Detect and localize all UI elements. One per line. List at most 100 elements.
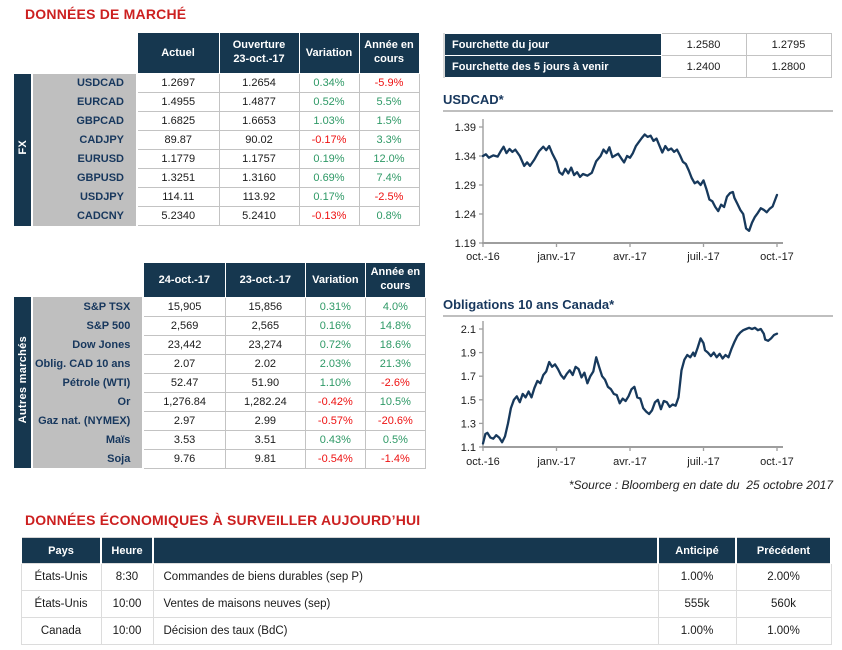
svg-text:juil.-17: juil.-17 [686,251,719,263]
column-header-variation: Variation [304,262,366,298]
column-header-24oct: 24-oct.-17 [142,262,226,298]
section-label-text: FX [16,139,29,155]
value-cell: 15,856 [224,296,306,317]
value-cell: -0.17% [298,130,360,150]
value-cell: 1,276.84 [142,391,226,412]
econ-cell: 10:00 [100,590,154,618]
value-cell: 21.3% [364,353,426,374]
row-label: USDJPY [32,187,138,207]
econ-row: États-Unis 10:00 Ventes de maisons neuves … [20,590,832,618]
table-row: Pétrole (WTI) 52.47 51.90 1.10% -2.6% [14,372,426,393]
econ-cell: 8:30 [100,563,154,591]
value-cell: 23,274 [224,334,306,355]
econ-cell: 10:00 [100,617,154,645]
column-header-variation: Variation [298,32,360,74]
table-row: GBPUSD 1.3251 1.3160 0.69% 7.4% [14,168,420,188]
econ-calendar-table: Pays Heure Anticipé Précédent États-Unis… [20,537,832,645]
table-row: GBPCAD 1.6825 1.6653 1.03% 1.5% [14,111,420,131]
value-cell: 18.6% [364,334,426,355]
spacer-cell [14,262,144,297]
svg-text:avr.-17: avr.-17 [613,456,647,468]
row-label: CADJPY [32,130,138,150]
svg-text:2.1: 2.1 [461,324,476,336]
value-cell: 4.0% [364,296,426,317]
value-cell: 1.3251 [136,168,220,188]
other-markets-table: 24-oct.-17 23-oct.-17 Variation Année en… [14,262,426,469]
value-cell: 2.99 [224,410,306,431]
value-cell: 14.8% [364,315,426,336]
value-cell: 1.4877 [218,92,300,112]
row-label: GBPCAD [32,111,138,131]
svg-text:juil.-17: juil.-17 [686,456,719,468]
value-cell: -2.6% [364,372,426,393]
value-cell: 5.2340 [136,206,220,226]
row-label: CADCNY [32,206,138,226]
row-label: Dow Jones [32,335,145,354]
econ-row: Canada 10:00 Décision des taux (BdC) 1.00% 1… [20,617,832,645]
svg-text:1.19: 1.19 [455,238,476,250]
value-cell: 0.72% [304,334,366,355]
row-label: Gaz nat. (NYMEX) [32,411,145,430]
value-cell: 1.03% [298,111,360,131]
table-row: FX USDCAD 1.2697 1.2654 0.34% -5.9% [14,73,420,226]
table-row: S&P 500 2,569 2,565 0.16% 14.8% [14,315,426,336]
svg-text:janv.-17: janv.-17 [536,251,575,263]
svg-text:janv.-17: janv.-17 [536,456,575,468]
table-row: Dow Jones 23,442 23,274 0.72% 18.6% [14,334,426,355]
value-cell: 0.8% [358,206,420,226]
table-row: Oblig. CAD 10 ans 2.07 2.02 2.03% 21.3% [14,353,426,374]
svg-text:1.34: 1.34 [455,151,476,163]
value-cell: 10.5% [364,391,426,412]
value-cell: 1.2654 [218,73,300,93]
row-label: Soja [32,449,145,468]
svg-text:oct.-17: oct.-17 [760,251,794,263]
fx-table: Actuel Ouverture 23-oct.-17 Variation An… [14,32,420,226]
value-cell: 0.52% [298,92,360,112]
econ-cell: États-Unis [20,563,102,591]
econ-cell: Décision des taux (BdC) [152,617,659,645]
svg-text:1.29: 1.29 [455,180,476,192]
table-row: EURUSD 1.1779 1.1757 0.19% 12.0% [14,149,420,169]
table-row: CADJPY 89.87 90.02 -0.17% 3.3% [14,130,420,150]
svg-text:1.3: 1.3 [461,418,476,430]
svg-text:1.5: 1.5 [461,395,476,407]
row-label: EURCAD [32,92,138,112]
column-header-ouverture: Ouverture 23-oct.-17 [218,32,300,74]
value-cell: 51.90 [224,372,306,393]
econ-row: États-Unis 8:30 Commandes de biens durable… [20,563,832,591]
value-cell: 2,569 [142,315,226,336]
section-label-text: Autres marchés [16,336,29,424]
bonds-line-chart: 2.1 1.9 1.7 1.5 1.3 1.1 oct.-16 janv.-17 avr.-17… [461,321,794,468]
column-header-anticipe: Anticipé [657,537,737,564]
econ-cell: 555k [657,590,737,618]
row-label: Oblig. CAD 10 ans [32,354,145,373]
range-high: 1.2795 [745,33,832,56]
value-cell: 1.4955 [136,92,220,112]
chart-title-bonds: Obligations 10 ans Canada* [443,297,615,312]
row-label: S&P 500 [32,316,145,335]
value-cell: 2.07 [142,353,226,374]
svg-text:oct.-16: oct.-16 [466,456,500,468]
section-label: Autres marchés [14,297,33,468]
value-cell: -0.57% [304,410,366,431]
chart-title-usdcad: USDCAD* [443,92,504,107]
row-label: USDCAD [32,73,138,93]
econ-cell: États-Unis [20,590,102,618]
value-cell: 9.76 [142,448,226,469]
spacer-cell [14,32,137,74]
value-cell: 15,905 [142,296,226,317]
value-cell: 5.5% [358,92,420,112]
value-cell: 2.97 [142,410,226,431]
value-cell: -20.6% [364,410,426,431]
value-cell: 1.10% [304,372,366,393]
bonds-chart-block: Obligations 10 ans Canada* 2.1 1.9 1.7 1.5 1… [443,297,833,471]
range-low: 1.2400 [660,55,747,78]
section-title-econ-data: DONNÉES ÉCONOMIQUES À SURVEILLER AUJOURD… [25,512,421,528]
value-cell: 3.3% [358,130,420,150]
value-cell: 2.03% [304,353,366,374]
econ-cell: Commandes de biens durables (sep P) [152,563,659,591]
section-title-market-data: DONNÉES DE MARCHÉ [25,6,187,22]
table-row: EURCAD 1.4955 1.4877 0.52% 5.5% [14,92,420,112]
column-header-precedent: Précédent [735,537,832,564]
